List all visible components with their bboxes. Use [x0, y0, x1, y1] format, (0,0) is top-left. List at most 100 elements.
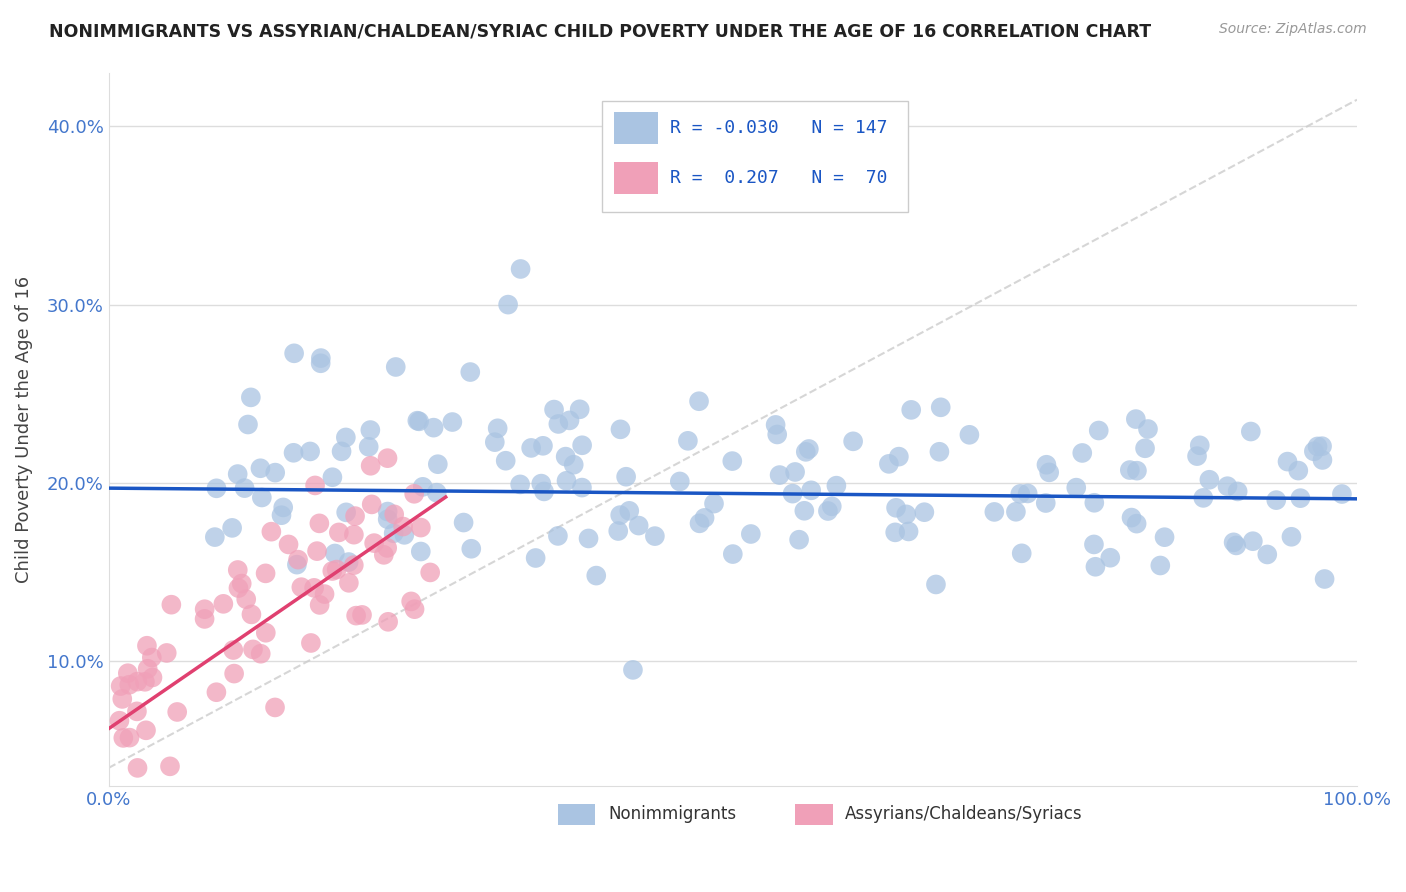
Point — [842, 434, 865, 449]
Point — [309, 356, 332, 370]
Point — [299, 444, 322, 458]
Point — [249, 461, 271, 475]
Point — [1010, 487, 1032, 501]
Point — [125, 704, 148, 718]
Point — [554, 450, 576, 464]
Point — [249, 647, 271, 661]
Point — [359, 423, 381, 437]
Point — [117, 666, 139, 681]
Point — [1281, 530, 1303, 544]
Point — [409, 544, 432, 558]
Point — [783, 465, 806, 479]
Point — [419, 566, 441, 580]
Point — [578, 532, 600, 546]
Point — [1277, 454, 1299, 468]
Point — [335, 505, 357, 519]
Point — [1125, 516, 1147, 531]
Point — [160, 598, 183, 612]
Point — [621, 663, 644, 677]
Point — [1099, 550, 1122, 565]
Point — [1192, 491, 1215, 505]
Point — [350, 607, 373, 622]
Point — [426, 485, 449, 500]
Point — [308, 516, 330, 531]
Point — [304, 478, 326, 492]
Point — [983, 505, 1005, 519]
Point — [242, 642, 264, 657]
Point — [271, 500, 294, 515]
Point — [156, 646, 179, 660]
Point — [571, 481, 593, 495]
Point — [793, 504, 815, 518]
Point — [928, 444, 950, 458]
Bar — [614, 162, 658, 194]
Point — [285, 558, 308, 572]
Text: R =  0.207   N =  70: R = 0.207 N = 70 — [671, 169, 889, 186]
Point — [377, 504, 399, 518]
Point — [496, 297, 519, 311]
Point — [254, 625, 277, 640]
Point — [314, 587, 336, 601]
Point — [531, 439, 554, 453]
Point — [555, 474, 578, 488]
Point — [337, 575, 360, 590]
Point — [412, 480, 434, 494]
Point — [1256, 548, 1278, 562]
Point — [194, 612, 217, 626]
Point — [1083, 496, 1105, 510]
Point — [264, 466, 287, 480]
Point — [609, 508, 631, 522]
Point — [1035, 496, 1057, 510]
Point — [562, 458, 585, 472]
Point — [260, 524, 283, 539]
Point — [110, 679, 132, 693]
Point — [254, 566, 277, 581]
Point — [321, 470, 343, 484]
Point — [825, 478, 848, 492]
Point — [118, 731, 141, 745]
Point — [520, 441, 543, 455]
Point — [233, 481, 256, 495]
Point — [399, 594, 422, 608]
Point — [1289, 491, 1312, 505]
Point — [1312, 453, 1334, 467]
Point — [929, 401, 952, 415]
Point — [627, 518, 650, 533]
Point — [240, 607, 263, 622]
Point — [228, 581, 250, 595]
Point — [283, 346, 305, 360]
Point — [422, 420, 444, 434]
Point — [568, 402, 591, 417]
Point — [1153, 530, 1175, 544]
Point — [1125, 412, 1147, 426]
Point — [222, 643, 245, 657]
Point — [1126, 464, 1149, 478]
Point — [740, 527, 762, 541]
Point — [112, 731, 135, 745]
Point — [509, 477, 531, 491]
Point — [226, 563, 249, 577]
Point — [408, 414, 430, 428]
Point — [283, 446, 305, 460]
Point — [925, 577, 948, 591]
Point — [377, 451, 399, 466]
Point — [887, 450, 910, 464]
Text: Source: ZipAtlas.com: Source: ZipAtlas.com — [1219, 22, 1367, 37]
Point — [108, 714, 131, 728]
Point — [585, 568, 607, 582]
Point — [277, 537, 299, 551]
Point — [335, 430, 357, 444]
Point — [794, 445, 817, 459]
Point — [205, 685, 228, 699]
Point — [309, 351, 332, 365]
Point — [912, 505, 935, 519]
Point — [344, 608, 367, 623]
Point — [360, 458, 382, 473]
Point — [299, 636, 322, 650]
Point — [571, 438, 593, 452]
Point — [1005, 505, 1028, 519]
Point — [703, 497, 725, 511]
Point — [797, 442, 820, 456]
Point — [290, 580, 312, 594]
Point — [1225, 538, 1247, 552]
